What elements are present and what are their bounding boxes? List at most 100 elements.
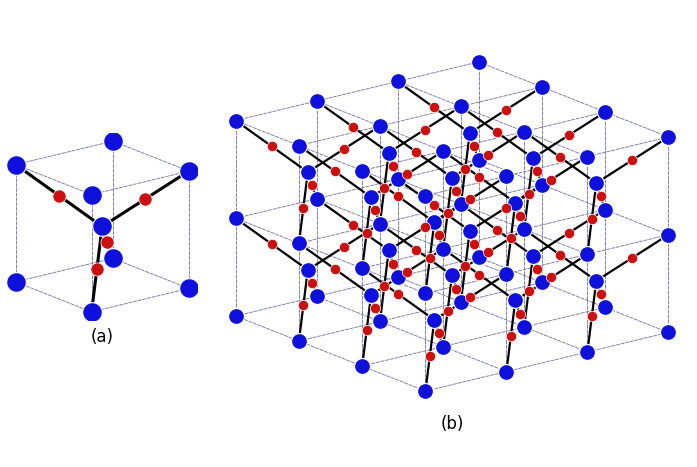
Point bbox=[528, 252, 539, 260]
Point bbox=[438, 343, 449, 350]
Point bbox=[183, 285, 194, 292]
Point bbox=[370, 207, 381, 214]
Point bbox=[536, 83, 547, 91]
Point bbox=[523, 190, 534, 198]
Point bbox=[330, 168, 341, 175]
Point bbox=[424, 352, 436, 359]
Point bbox=[447, 272, 458, 279]
Point bbox=[500, 204, 512, 212]
Point bbox=[370, 304, 381, 312]
Point bbox=[663, 329, 674, 336]
Point bbox=[500, 106, 512, 114]
Point bbox=[474, 271, 485, 278]
Point bbox=[107, 255, 118, 262]
Point bbox=[582, 250, 593, 258]
Point bbox=[357, 265, 368, 272]
Point bbox=[501, 172, 512, 180]
Point bbox=[428, 201, 439, 209]
Point bbox=[392, 290, 404, 298]
Point bbox=[627, 156, 638, 164]
Point bbox=[505, 234, 516, 242]
Point bbox=[627, 254, 638, 262]
Point bbox=[582, 348, 593, 356]
Point bbox=[590, 277, 602, 284]
Point bbox=[97, 223, 108, 230]
Point bbox=[392, 193, 404, 200]
Point bbox=[420, 192, 431, 199]
Point bbox=[473, 58, 484, 66]
Point bbox=[54, 192, 65, 199]
Point bbox=[102, 239, 113, 246]
Point bbox=[374, 220, 385, 227]
Point bbox=[510, 199, 521, 206]
Point bbox=[528, 154, 539, 162]
Point bbox=[455, 298, 466, 306]
Point bbox=[392, 273, 403, 281]
Point bbox=[357, 167, 368, 174]
Point bbox=[347, 123, 358, 131]
Point bbox=[183, 167, 194, 175]
Point bbox=[482, 151, 493, 158]
Point bbox=[86, 191, 97, 198]
Point bbox=[302, 169, 314, 176]
Point bbox=[523, 288, 534, 295]
Point bbox=[411, 148, 422, 156]
Point bbox=[510, 297, 521, 304]
Point bbox=[424, 254, 436, 262]
Point bbox=[311, 293, 322, 300]
Point bbox=[473, 156, 484, 163]
Point bbox=[266, 241, 277, 248]
Point bbox=[374, 318, 385, 325]
Point bbox=[401, 268, 413, 276]
Point bbox=[599, 206, 611, 213]
Point bbox=[388, 260, 399, 268]
Point bbox=[491, 128, 503, 136]
Point bbox=[383, 149, 395, 156]
Point bbox=[451, 285, 462, 292]
Point bbox=[491, 226, 503, 234]
Point bbox=[473, 254, 484, 261]
Text: (b): (b) bbox=[441, 415, 464, 433]
Point bbox=[595, 290, 606, 298]
Point bbox=[514, 310, 526, 318]
Point bbox=[451, 187, 462, 195]
Point bbox=[107, 137, 118, 145]
Point bbox=[519, 323, 530, 331]
Point bbox=[474, 173, 485, 181]
Point bbox=[532, 265, 543, 273]
Point bbox=[532, 168, 543, 175]
Point bbox=[378, 282, 390, 290]
Point bbox=[438, 245, 449, 253]
Point bbox=[501, 270, 512, 277]
Point bbox=[464, 227, 475, 234]
Point bbox=[519, 128, 530, 135]
Point bbox=[468, 241, 480, 248]
Point bbox=[460, 165, 471, 172]
Point bbox=[599, 304, 611, 311]
Point bbox=[347, 221, 358, 228]
Point bbox=[307, 279, 318, 287]
Point bbox=[10, 161, 21, 168]
Point bbox=[392, 78, 403, 85]
Point bbox=[590, 179, 602, 187]
Point bbox=[230, 312, 241, 320]
Point bbox=[311, 195, 322, 203]
Point bbox=[465, 195, 476, 203]
Point bbox=[442, 210, 453, 217]
Point bbox=[338, 243, 349, 251]
Point bbox=[293, 142, 305, 149]
Point bbox=[361, 327, 372, 334]
Point bbox=[230, 117, 241, 124]
Point bbox=[536, 181, 547, 188]
Point bbox=[546, 176, 557, 184]
Point bbox=[546, 274, 557, 281]
Point bbox=[447, 174, 458, 181]
Point bbox=[460, 262, 471, 270]
Point bbox=[365, 193, 376, 201]
Point bbox=[586, 313, 597, 320]
Point bbox=[429, 219, 440, 226]
Point bbox=[298, 204, 309, 212]
Point bbox=[428, 104, 439, 111]
Point bbox=[302, 266, 314, 274]
Point bbox=[438, 147, 449, 155]
